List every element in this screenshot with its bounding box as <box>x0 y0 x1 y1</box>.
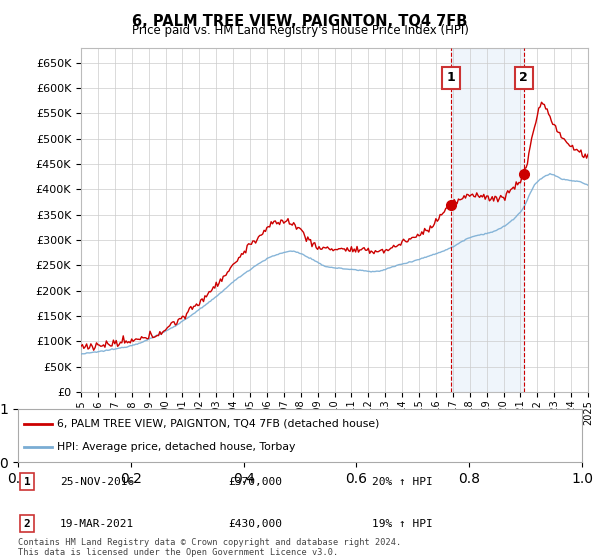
Text: 2: 2 <box>23 519 31 529</box>
Text: 6, PALM TREE VIEW, PAIGNTON, TQ4 7FB: 6, PALM TREE VIEW, PAIGNTON, TQ4 7FB <box>133 14 467 29</box>
Text: 19% ↑ HPI: 19% ↑ HPI <box>372 519 433 529</box>
Text: 6, PALM TREE VIEW, PAIGNTON, TQ4 7FB (detached house): 6, PALM TREE VIEW, PAIGNTON, TQ4 7FB (de… <box>58 419 380 429</box>
Text: £430,000: £430,000 <box>228 519 282 529</box>
Text: HPI: Average price, detached house, Torbay: HPI: Average price, detached house, Torb… <box>58 442 296 452</box>
Text: £370,000: £370,000 <box>228 477 282 487</box>
Text: 1: 1 <box>447 72 455 85</box>
Text: 19-MAR-2021: 19-MAR-2021 <box>60 519 134 529</box>
Bar <box>451 48 524 392</box>
Text: 25-NOV-2016: 25-NOV-2016 <box>60 477 134 487</box>
Text: 1: 1 <box>23 477 31 487</box>
Text: Contains HM Land Registry data © Crown copyright and database right 2024.
This d: Contains HM Land Registry data © Crown c… <box>18 538 401 557</box>
Text: 2: 2 <box>520 72 528 85</box>
Text: Price paid vs. HM Land Registry's House Price Index (HPI): Price paid vs. HM Land Registry's House … <box>131 24 469 37</box>
Text: 20% ↑ HPI: 20% ↑ HPI <box>372 477 433 487</box>
